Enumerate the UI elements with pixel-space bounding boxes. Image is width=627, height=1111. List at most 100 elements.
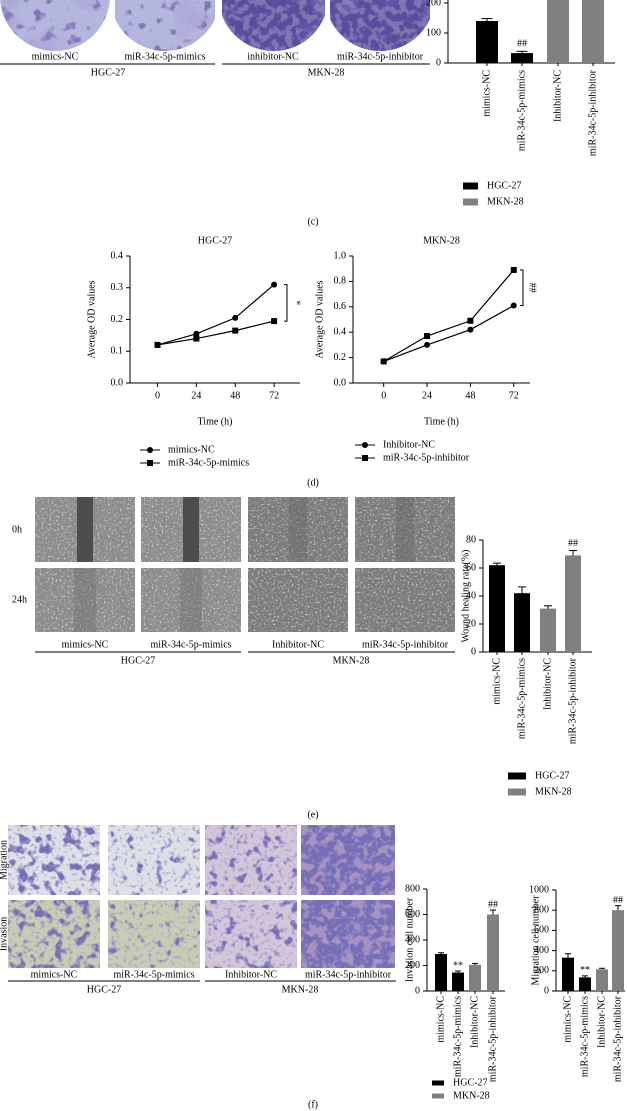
x-tick-label: mimics-NC bbox=[435, 996, 446, 1043]
legend-marker bbox=[362, 455, 368, 461]
x-tick-label: miR-34c-5p-mimics bbox=[452, 996, 463, 1077]
micrograph-texture bbox=[301, 825, 395, 895]
micrograph bbox=[355, 568, 455, 632]
micrograph-texture bbox=[222, 0, 325, 51]
legend-swatch bbox=[508, 788, 526, 796]
group-label: HGC-27 bbox=[87, 984, 121, 995]
point bbox=[380, 358, 387, 365]
row-label: 0h bbox=[12, 524, 22, 535]
point bbox=[424, 333, 431, 340]
significance-label: ## bbox=[488, 899, 498, 910]
micrograph bbox=[330, 0, 430, 51]
x-tick-label: Inhibitor-NC bbox=[596, 996, 607, 1048]
micrograph-texture bbox=[355, 568, 455, 632]
wound-gap bbox=[180, 568, 202, 632]
legend-label: HGC-27 bbox=[535, 770, 569, 781]
y-axis-label: Average OD values bbox=[314, 280, 325, 358]
y-axis-label: Migration cell number bbox=[530, 895, 541, 986]
y-tick-label: 200 bbox=[534, 965, 549, 976]
y-tick-label: 800 bbox=[405, 883, 420, 894]
y-tick-label: 0.2 bbox=[111, 314, 124, 325]
legend-label: HGC-27 bbox=[487, 180, 521, 191]
micrograph bbox=[8, 900, 100, 968]
x-axis-label: Time (h) bbox=[198, 416, 233, 427]
y-tick-label: 0.6 bbox=[334, 301, 347, 312]
micrograph bbox=[108, 900, 200, 968]
micrograph bbox=[108, 825, 200, 895]
y-tick-label: 40 bbox=[466, 590, 476, 601]
x-tick-label: miR-34c-5p-inhibitor bbox=[587, 69, 598, 156]
condition-label: miR-34c-5p-inhibitor bbox=[337, 51, 424, 62]
panel-label: (f) bbox=[308, 1099, 318, 1110]
bar bbox=[562, 957, 574, 991]
bar bbox=[511, 53, 533, 63]
micrograph bbox=[355, 497, 455, 562]
micrograph bbox=[301, 900, 395, 968]
point bbox=[154, 341, 161, 348]
y-tick-label: 0 bbox=[415, 985, 420, 996]
y-axis-label: Wound healing rate(%) bbox=[460, 549, 471, 642]
point bbox=[467, 317, 474, 324]
legend-label: miR-34c-5p-mimics bbox=[168, 457, 249, 468]
point bbox=[232, 327, 239, 334]
wound-gap bbox=[74, 568, 96, 632]
legend-marker bbox=[147, 447, 153, 453]
chart-title: MKN-28 bbox=[423, 235, 460, 246]
legend-label: MKN-28 bbox=[487, 196, 524, 207]
bar bbox=[489, 565, 505, 652]
significance-label: ## bbox=[613, 895, 623, 906]
y-tick-label: 400 bbox=[534, 945, 549, 956]
significance-label: ** bbox=[580, 965, 590, 976]
legend-swatch bbox=[463, 182, 478, 190]
x-tick-label: 72 bbox=[509, 390, 519, 401]
condition-label: miR-34c-5p-mimics bbox=[113, 969, 194, 980]
group-label: HGC-27 bbox=[121, 655, 155, 666]
micrograph-texture bbox=[248, 568, 348, 632]
legend-label: HGC-27 bbox=[453, 1077, 487, 1088]
significance-bracket bbox=[520, 269, 524, 307]
x-tick-label: Inhibitor-NC bbox=[469, 996, 480, 1048]
condition-label: miR-34c-5p-inhibitor bbox=[362, 639, 449, 650]
legend-swatch bbox=[432, 1093, 444, 1099]
legend-label: MKN-28 bbox=[453, 1090, 490, 1101]
micrograph-texture bbox=[8, 825, 100, 895]
y-tick-label: 0.1 bbox=[111, 346, 124, 357]
micrograph bbox=[141, 568, 241, 632]
micrograph bbox=[205, 825, 297, 895]
panel-label: (d) bbox=[307, 477, 319, 488]
significance-label: ** bbox=[453, 960, 463, 971]
y-tick-label: 80 bbox=[466, 534, 476, 545]
bar bbox=[487, 914, 499, 991]
x-tick-label: mimics-NC bbox=[481, 70, 492, 117]
significance-label: ## bbox=[568, 538, 578, 549]
bar bbox=[514, 593, 530, 652]
significance-label: * bbox=[291, 300, 302, 305]
y-tick-label: 0.2 bbox=[334, 352, 347, 363]
micrograph-texture bbox=[108, 825, 200, 895]
micrograph-texture bbox=[108, 900, 200, 968]
x-tick-label: miR-34c-5p-mimics bbox=[516, 70, 527, 151]
micrograph bbox=[8, 825, 100, 895]
x-tick-label: mimics-NC bbox=[562, 996, 573, 1043]
x-tick-label: 24 bbox=[422, 390, 432, 401]
x-tick-label: miR-34c-5p-mimics bbox=[516, 658, 527, 739]
micrograph bbox=[222, 0, 325, 51]
point bbox=[193, 330, 200, 337]
bar bbox=[540, 608, 556, 652]
point bbox=[510, 302, 517, 309]
bar bbox=[435, 954, 447, 991]
micrograph bbox=[115, 0, 215, 51]
y-tick-label: 800 bbox=[534, 904, 549, 915]
micrograph bbox=[248, 497, 348, 562]
point bbox=[232, 314, 239, 321]
condition-label: mimics-NC bbox=[31, 969, 78, 980]
bar bbox=[612, 910, 624, 991]
condition-label: Inhibitor-NC bbox=[272, 639, 324, 650]
micrograph-texture bbox=[115, 0, 215, 51]
bar bbox=[476, 21, 498, 63]
bar bbox=[452, 972, 464, 991]
y-tick-label: 0.0 bbox=[334, 377, 347, 388]
legend-swatch bbox=[432, 1080, 444, 1086]
